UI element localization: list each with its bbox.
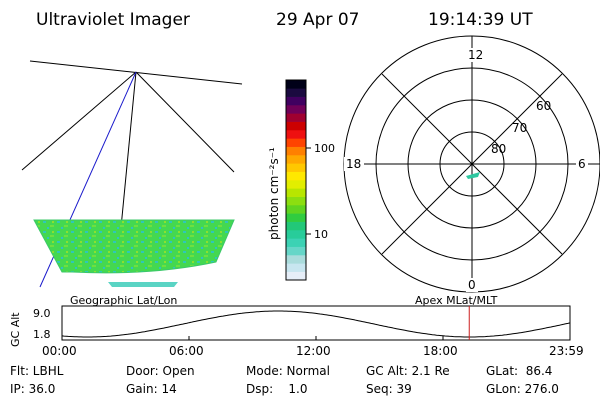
time-tick-0600: 06:00 [169,344,204,358]
colorbar-cell [286,113,306,122]
geographic-panel-label: Geographic Lat/Lon [70,294,177,307]
observation-time: 19:14:39 UT [428,10,533,30]
polar-mlt-label-18: 18 [346,157,361,171]
info-seq: Seq: 39 [366,382,412,396]
altitude-plot: GC Alt 9.0 1.8 00:00 06:00 12:00 18:00 2… [9,305,584,358]
colorbar-cell [286,271,306,281]
colorbar-tick-label-100: 100 [314,142,335,155]
polar-plot: 12 18 6 0 60 70 80 Apex MLat/MLT [343,35,600,307]
polar-mlt-label-0: 0 [468,278,476,292]
colorbar-cell [286,121,306,131]
polar-lat-label-70: 70 [512,121,527,135]
colorbar-cell [286,238,306,247]
altitude-tick-top: 9.0 [33,307,51,320]
colorbar-cell [286,146,306,156]
info-gain: Gain: 14 [126,382,177,396]
altitude-curve [61,310,571,338]
altitude-plot-frame [61,305,571,341]
colorbar-cell [286,188,306,197]
altitude-tick-bottom: 1.8 [33,328,51,341]
time-tick-2359: 23:59 [549,344,584,358]
colorbar-units-label: photon cm⁻²s⁻¹ [267,147,281,240]
altitude-axis-label: GC Alt [9,312,22,347]
fov-line-right [135,71,235,173]
colorbar: 100 10 photon cm⁻²s⁻¹ [267,79,335,281]
info-mode: Mode: Normal [246,364,330,378]
colorbar-cell [286,205,306,214]
colorbar-cell [286,88,306,97]
info-dsp: Dsp: 1.0 [246,382,308,396]
info-glat: GLat: 86.4 [486,364,552,378]
time-tick-1800: 18:00 [423,344,458,358]
polar-plot-label: Apex MLat/MLT [415,294,498,307]
colorbar-tick-label-10: 10 [314,228,328,241]
polar-aurora-spot [466,172,480,179]
colorbar-cell [286,138,306,147]
colorbar-cell [286,96,306,106]
geographic-panel: Geographic Lat/Lon [21,60,243,307]
time-tick-0000: 00:00 [42,344,77,358]
colorbar-cell [286,180,306,189]
polar-lat-label-60: 60 [536,99,551,113]
colorbar-cell [286,255,306,264]
auroral-image-swath [33,219,235,274]
info-door: Door: Open [126,364,195,378]
colorbar-frame [285,79,307,281]
polar-diagonal-2 [381,73,563,255]
colorbar-cell [286,213,306,222]
colorbar-cell [286,155,306,164]
info-glon: GLon: 276.0 [486,382,559,396]
observation-date: 29 Apr 07 [276,10,359,30]
instrument-title: Ultraviolet Imager [36,10,190,30]
colorbar-cell [286,130,306,139]
info-table: Flt: LBHL IP: 36.0 Door: Open Gain: 14 M… [10,364,559,396]
colorbar-cell [286,105,306,114]
colorbar-cell [286,196,306,206]
colorbar-cell [286,163,306,172]
colorbar-cell [286,80,306,89]
time-tick-1200: 12:00 [296,344,331,358]
fov-line-left [21,71,137,171]
colorbar-cell [286,246,306,256]
nadir-line [119,71,137,239]
info-gc-alt: GC Alt: 2.1 Re [366,364,450,378]
polar-mlt-label-6: 6 [578,157,586,171]
info-ip: IP: 36.0 [10,382,55,396]
image-lower-strip [108,282,178,287]
colorbar-cell [286,221,306,231]
polar-mlt-label-12: 12 [468,48,483,62]
colorbar-cell [286,263,306,272]
colorbar-cell [286,230,306,239]
polar-lat-label-80: 80 [491,142,506,156]
colorbar-cell [286,171,306,181]
info-filter: Flt: LBHL [10,364,64,378]
